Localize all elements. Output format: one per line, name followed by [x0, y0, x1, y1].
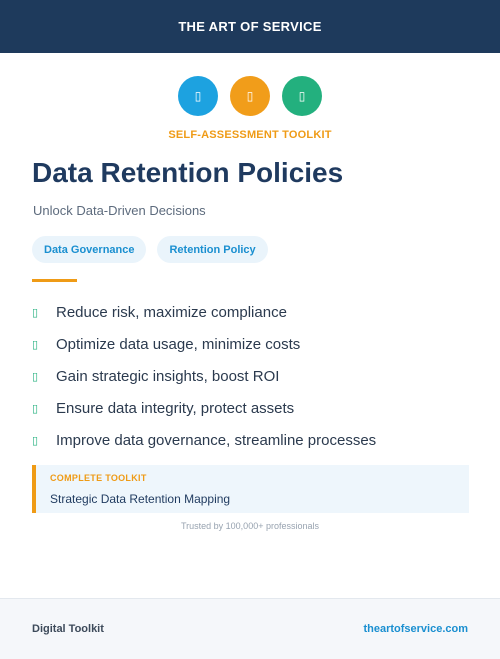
website-link[interactable]: theartofservice.com [363, 623, 468, 635]
check-icon: ▯ [32, 433, 39, 447]
check-icon: ▯ [32, 401, 39, 415]
benefit-text: Improve data governance, streamline proc… [56, 431, 377, 449]
check-icon: ▯ [32, 337, 39, 351]
check-icon: ▯ [32, 369, 39, 383]
icon-row: ▯ ▯ ▯ [0, 76, 500, 116]
blue-badge-icon: ▯ [178, 76, 218, 116]
check-icon: ▯ [32, 305, 39, 319]
green-badge-icon: ▯ [282, 76, 322, 116]
benefit-text: Optimize data usage, minimize costs [56, 335, 301, 353]
benefit-item: ▯ Optimize data usage, minimize costs [32, 328, 376, 360]
brand-title: THE ART OF SERVICE [178, 19, 322, 34]
benefit-list: ▯ Reduce risk, maximize compliance ▯ Opt… [32, 296, 376, 456]
footer-label: Digital Toolkit [32, 623, 104, 635]
tag-data-governance[interactable]: Data Governance [32, 236, 147, 263]
page-subtitle: Unlock Data-Driven Decisions [33, 203, 206, 218]
toolkit-kicker: SELF-ASSESSMENT TOOLKIT [168, 129, 332, 141]
callout-label: COMPLETE TOOLKIT [50, 473, 147, 483]
page-title: Data Retention Policies [32, 157, 344, 188]
header-bar: THE ART OF SERVICE [0, 0, 500, 53]
callout-text: Strategic Data Retention Mapping [50, 492, 231, 506]
trust-note: Trusted by 100,000+ professionals [180, 521, 319, 531]
benefit-item: ▯ Improve data governance, streamline pr… [32, 424, 376, 456]
footer-bar: Digital Toolkit theartofservice.com [0, 598, 500, 659]
accent-divider [32, 279, 77, 282]
orange-badge-icon: ▯ [230, 76, 270, 116]
benefit-text: Ensure data integrity, protect assets [56, 399, 295, 417]
toolkit-callout[interactable]: COMPLETE TOOLKIT Strategic Data Retentio… [32, 465, 469, 513]
tag-retention-policy[interactable]: Retention Policy [157, 236, 268, 263]
tag-list: Data Governance Retention Policy [32, 236, 268, 263]
benefit-text: Gain strategic insights, boost ROI [56, 367, 280, 385]
benefit-text: Reduce risk, maximize compliance [56, 303, 287, 321]
benefit-item: ▯ Gain strategic insights, boost ROI [32, 360, 376, 392]
benefit-item: ▯ Reduce risk, maximize compliance [32, 296, 376, 328]
benefit-item: ▯ Ensure data integrity, protect assets [32, 392, 376, 424]
